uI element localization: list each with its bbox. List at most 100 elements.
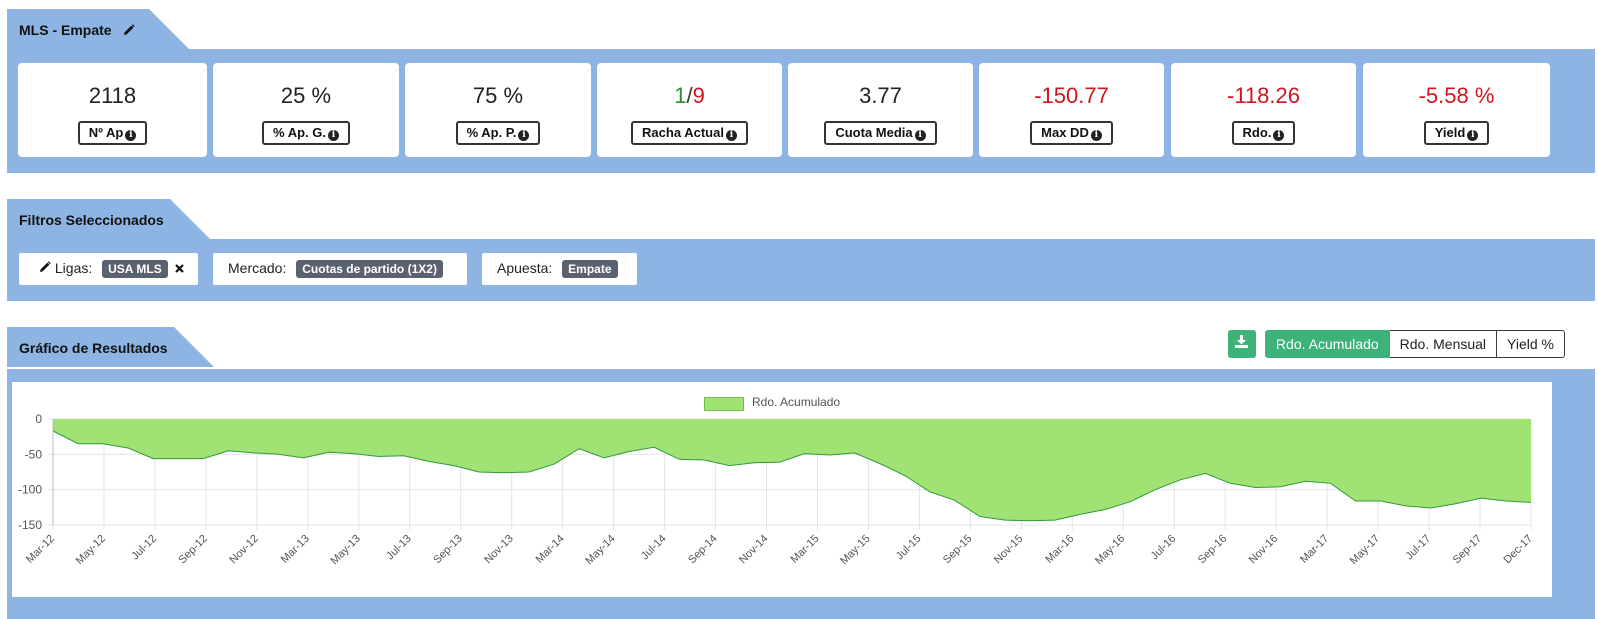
x-tick-label: Mar-15	[788, 533, 821, 566]
series-line-rdo-acumulado	[52, 430, 1532, 522]
info-icon[interactable]: i	[1273, 130, 1285, 141]
x-tick-label: Mar-17	[1298, 533, 1331, 566]
stat-card-pct-perdidas: 75 % % Ap. P. i	[405, 63, 591, 157]
stat-card-cuota-media: 3.77 Cuota Media i	[788, 63, 973, 157]
x-tick-label: Sep-15	[941, 533, 975, 567]
legend-label[interactable]: Rdo. Acumulado	[752, 395, 841, 409]
stat-value: -5.58 %	[1418, 83, 1495, 108]
filter-value-pill: Cuotas de partido (1X2)	[296, 260, 443, 278]
x-tick-label: May-14	[583, 533, 617, 567]
streak-wins: 1	[674, 83, 687, 108]
y-tick-label: -150	[18, 518, 42, 532]
x-tick-label: Jul-13	[384, 533, 414, 563]
x-tick-label: Mar-12	[24, 533, 57, 566]
stat-value: 1/9	[597, 83, 782, 109]
x-tick-label: Nov-16	[1247, 533, 1281, 567]
stat-card-num-apuestas: 2118 Nº Ap i	[18, 63, 207, 157]
info-icon[interactable]: i	[327, 130, 339, 141]
info-icon[interactable]: i	[518, 130, 530, 141]
filters-title: Filtros Seleccionados	[19, 212, 164, 228]
filter-label: Mercado:	[228, 260, 287, 276]
edit-pencil-icon[interactable]	[39, 261, 51, 276]
streak-separator: /	[686, 83, 693, 108]
x-tick-label: Mar-13	[279, 533, 312, 566]
download-button[interactable]	[1227, 330, 1256, 358]
y-tick-label: -100	[18, 483, 42, 497]
filter-mercado[interactable]: Mercado: Cuotas de partido (1X2)	[213, 253, 467, 285]
info-icon[interactable]: i	[1090, 130, 1102, 141]
streak-losses: 9	[692, 83, 705, 108]
y-tick-label: 0	[35, 412, 42, 426]
stat-card-pct-ganadas: 25 % % Ap. G. i	[213, 63, 399, 157]
stat-label-num-apuestas[interactable]: Nº Ap i	[77, 121, 148, 145]
filter-value-pill: Empate	[562, 260, 618, 278]
info-icon[interactable]: i	[1467, 130, 1479, 141]
filters-tab: Filtros Seleccionados	[7, 199, 210, 239]
stat-label-cuota-media[interactable]: Cuota Media i	[824, 121, 937, 145]
stat-value: 3.77	[859, 83, 902, 108]
x-tick-label: Sep-16	[1196, 533, 1230, 567]
x-tick-label: Dec-17	[1502, 533, 1536, 567]
stat-label-yield[interactable]: Yield i	[1423, 121, 1490, 145]
stat-value: -150.77	[1034, 83, 1109, 108]
results-tab: Gráfico de Resultados	[7, 327, 214, 367]
x-tick-label: Mar-16	[1043, 533, 1076, 566]
x-tick-label: Jul-16	[1149, 533, 1179, 563]
x-tick-label: May-12	[74, 533, 108, 567]
x-tick-label: May-13	[328, 533, 362, 567]
info-icon[interactable]: i	[914, 130, 926, 141]
close-icon[interactable]	[174, 261, 184, 276]
filter-value-pill: USA MLS	[102, 260, 168, 278]
edit-pencil-icon[interactable]	[123, 23, 135, 39]
filters-section: Filtros Seleccionados Ligas: USA MLS Mer…	[7, 199, 1595, 302]
x-tick-label: Nov-13	[482, 533, 516, 567]
results-chart: Rdo. Acumulado 0 -50 -100 -150 Mar-12 May-12 J…	[12, 382, 1552, 597]
x-tick-label: Sep-12	[176, 533, 210, 567]
x-tick-label: May-16	[1093, 533, 1127, 567]
stat-value: 75 %	[472, 83, 524, 108]
x-tick-label: Jul-15	[894, 533, 924, 563]
x-tick-label: Jul-12	[129, 533, 159, 563]
rdo-mensual-button[interactable]: Rdo. Mensual	[1389, 330, 1498, 358]
strategy-tab: MLS - Empate	[7, 9, 189, 49]
x-tick-label: Mar-14	[534, 533, 567, 566]
x-tick-label: Jul-17	[1404, 533, 1434, 563]
stat-value: -118.26	[1227, 83, 1300, 108]
x-tick-label: Sep-17	[1451, 533, 1485, 567]
x-tick-label: Sep-14	[686, 533, 720, 567]
chart-toolbar: Rdo. Acumulado Rdo. Mensual Yield %	[1227, 330, 1565, 358]
series-area-rdo-acumulado	[53, 419, 1531, 521]
x-tick-label: Nov-12	[227, 533, 261, 567]
stat-card-racha-actual: 1/9 Racha Actual i	[597, 63, 782, 157]
download-icon	[1235, 335, 1249, 353]
results-title: Gráfico de Resultados	[19, 340, 168, 356]
stat-label-racha-actual[interactable]: Racha Actual i	[631, 121, 748, 145]
legend-swatch-rdo-acumulado[interactable]	[704, 397, 744, 411]
stats-band: 2118 Nº Ap i 25 % % Ap. G. i 75 % % Ap. P.…	[7, 49, 1595, 173]
info-icon[interactable]: i	[125, 130, 137, 141]
filter-ligas[interactable]: Ligas: USA MLS	[19, 253, 198, 285]
stat-card-max-dd: -150.77 Max DD i	[979, 63, 1164, 157]
x-tick-label: May-15	[838, 533, 872, 567]
rdo-acumulado-button[interactable]: Rdo. Acumulado	[1264, 330, 1390, 358]
filter-label: Apuesta:	[497, 260, 553, 276]
x-tick-label: Nov-14	[737, 533, 771, 567]
x-tick-label: May-17	[1348, 533, 1382, 567]
stat-value: 2118	[88, 83, 137, 108]
stat-card-rdo: -118.26 Rdo. i	[1171, 63, 1356, 157]
x-tick-label: Jul-14	[639, 533, 669, 563]
yield-pct-button[interactable]: Yield %	[1497, 330, 1565, 358]
strategy-section: MLS - Empate 2118 Nº Ap i 25 % % Ap. G. i …	[7, 9, 1595, 174]
info-icon[interactable]: i	[725, 130, 737, 141]
filter-apuesta[interactable]: Apuesta: Empate	[482, 253, 637, 285]
stat-label-rdo[interactable]: Rdo. i	[1231, 121, 1296, 145]
stat-label-max-dd[interactable]: Max DD i	[1030, 121, 1113, 145]
x-tick-label: Sep-13	[431, 533, 465, 567]
stat-label-pct-ganadas[interactable]: % Ap. G. i	[262, 121, 350, 145]
stat-label-pct-perdidas[interactable]: % Ap. P. i	[455, 121, 541, 145]
filter-label: Ligas:	[54, 260, 93, 276]
stat-value: 25 %	[280, 83, 332, 108]
filters-band: Ligas: USA MLS Mercado: Cuotas de partid…	[7, 239, 1595, 301]
y-tick-label: -50	[25, 447, 43, 461]
